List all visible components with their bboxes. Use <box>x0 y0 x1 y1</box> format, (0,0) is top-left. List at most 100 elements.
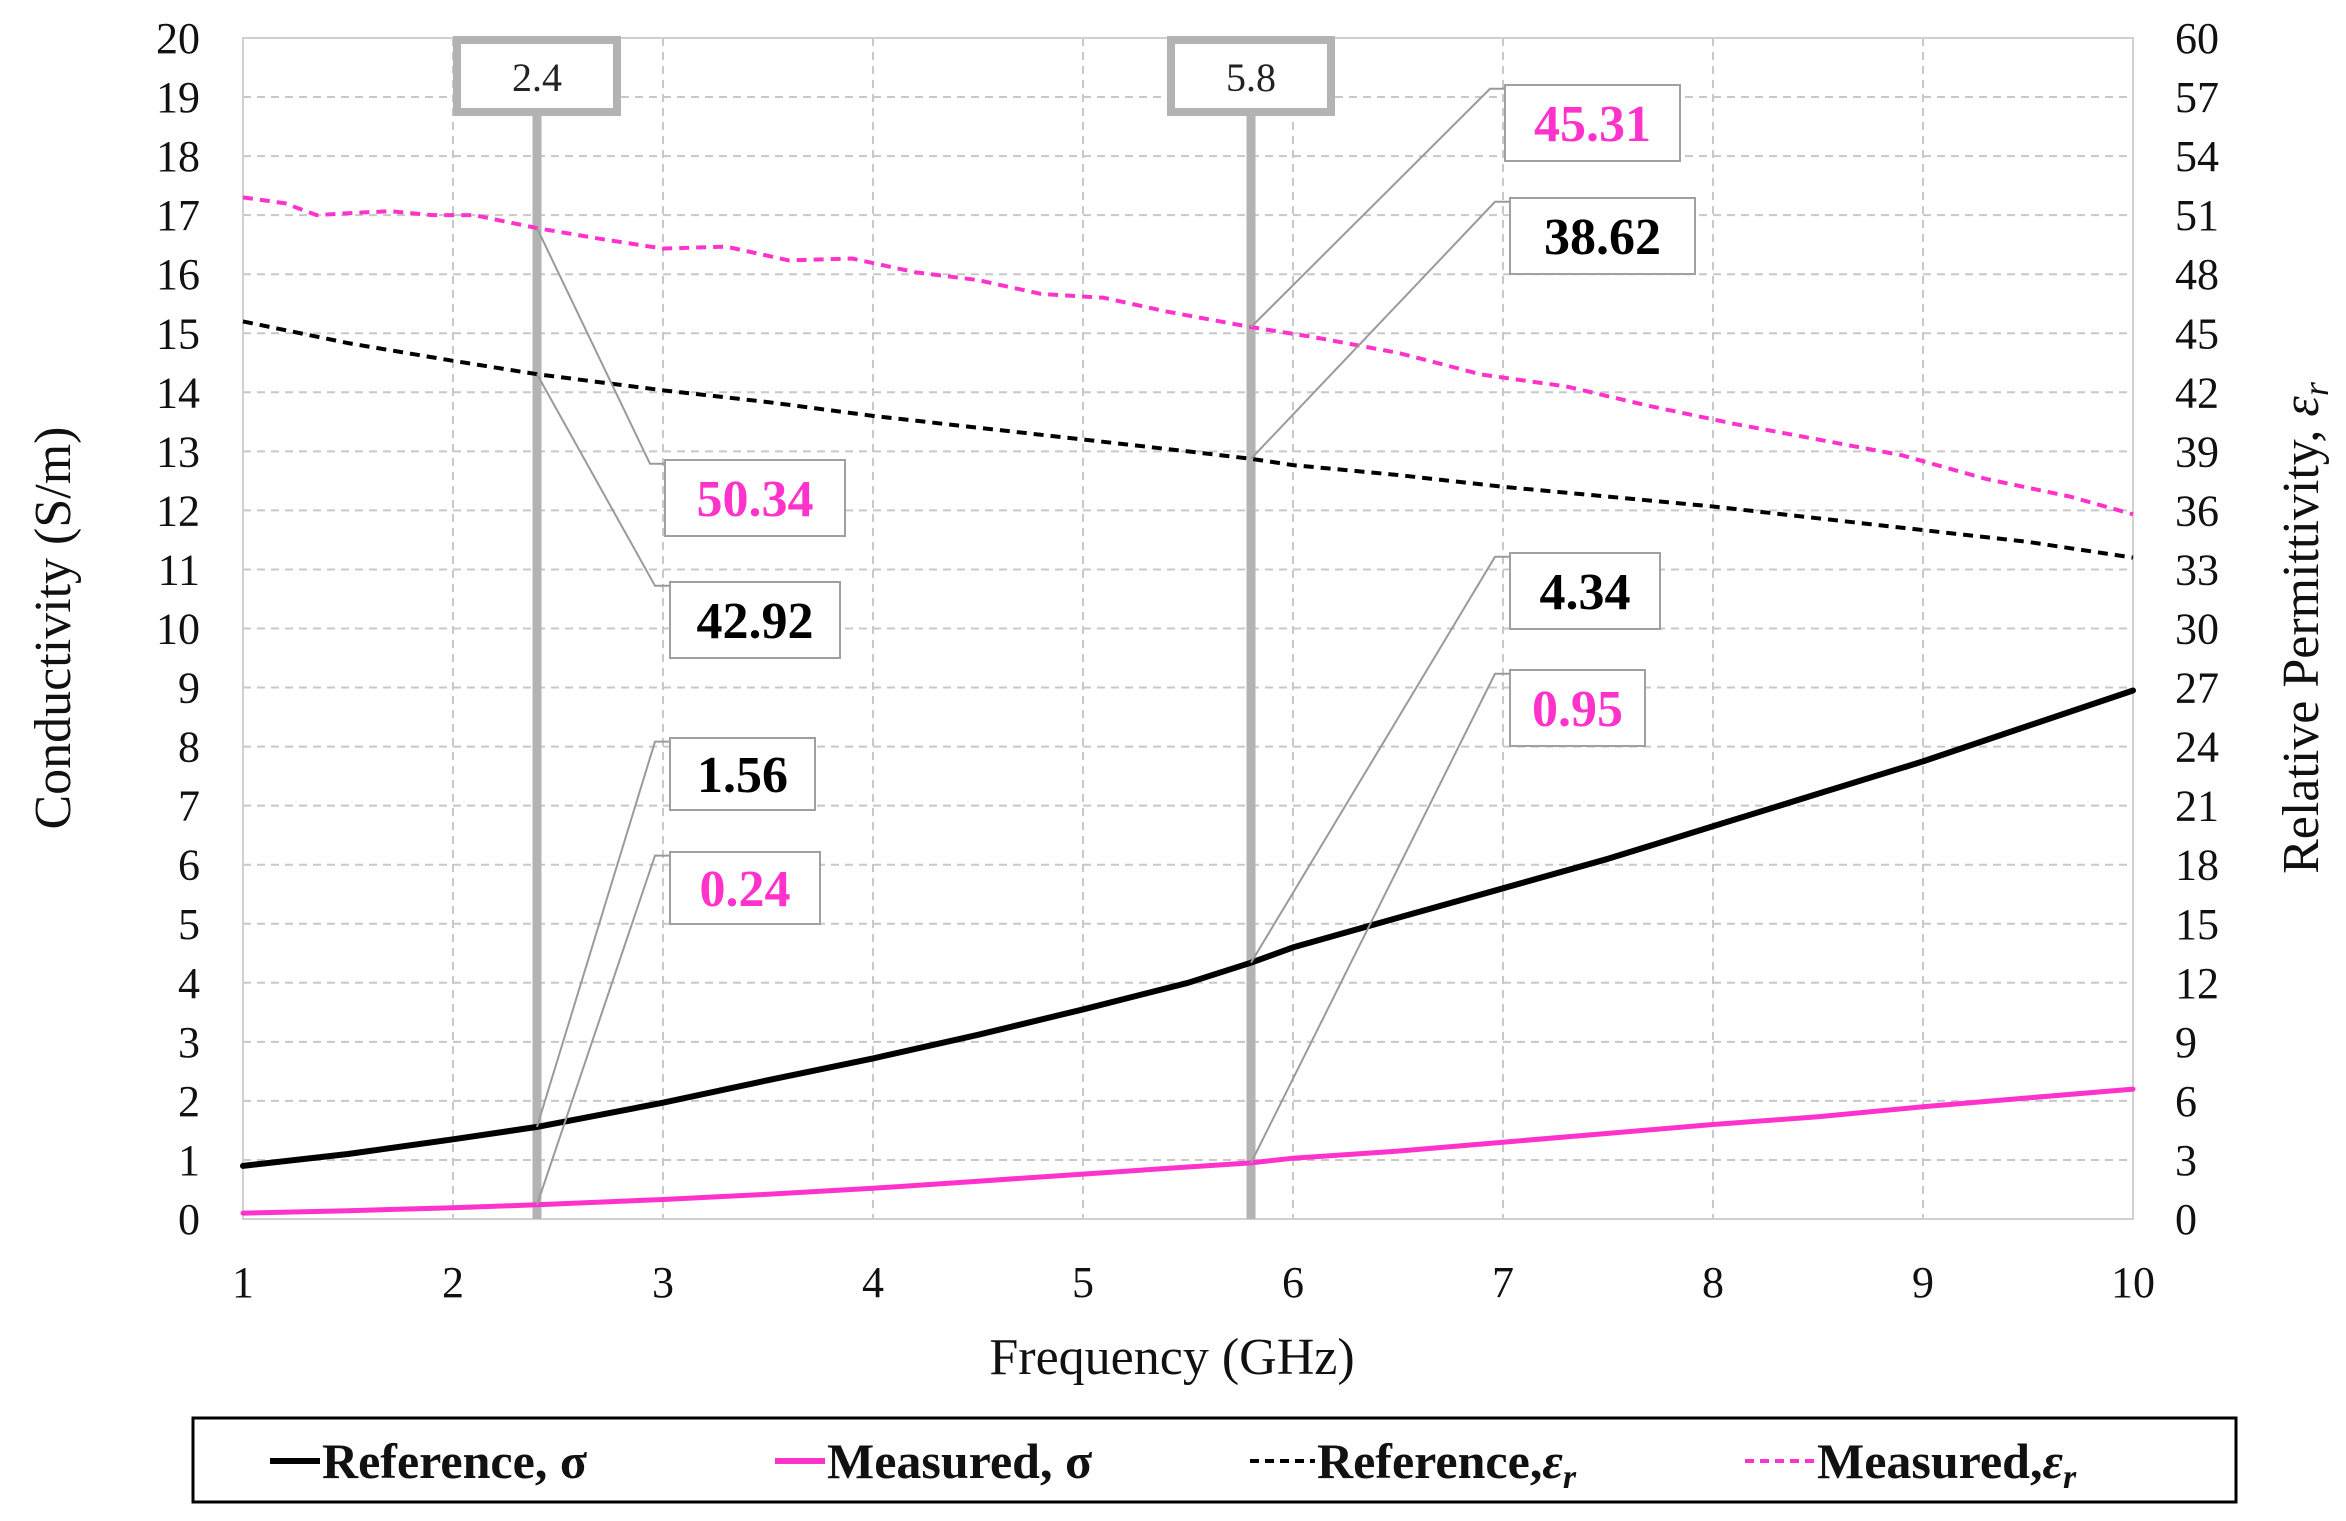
y-right-tick-label: 27 <box>2175 664 2219 713</box>
y-right-tick-label: 0 <box>2175 1195 2197 1244</box>
y-right-tick-label: 54 <box>2175 132 2219 181</box>
y-right-tick-label: 36 <box>2175 486 2219 535</box>
y-right-tick-label: 3 <box>2175 1136 2197 1185</box>
y-left-tick-label: 20 <box>156 14 200 63</box>
series-line-0 <box>240 687 2136 1169</box>
x-tick-label: 6 <box>1282 1258 1304 1307</box>
annotation-box <box>669 851 821 925</box>
x-tick-label: 9 <box>1912 1258 1934 1307</box>
annotation-box <box>669 737 816 811</box>
y-right-tick-label: 57 <box>2175 73 2219 122</box>
y-right-tick-label: 18 <box>2175 841 2219 890</box>
y-left-axis-title: Conductivity (S/m) <box>25 427 82 830</box>
y-right-tick-label: 42 <box>2175 368 2219 417</box>
axes: 0123456789101112131415161718192003691215… <box>156 14 2219 1307</box>
y-right-tick-label: 30 <box>2175 605 2219 654</box>
annotation-leader-line <box>536 854 670 1206</box>
annotation-label: 1.56 <box>697 747 788 804</box>
frequency-marker-label: 2.4 <box>512 55 562 100</box>
y-left-tick-label: 12 <box>156 486 200 535</box>
annotation-leader-line <box>1250 200 1510 460</box>
x-tick-label: 7 <box>1492 1258 1514 1307</box>
y-right-tick-label: 15 <box>2175 900 2219 949</box>
legend-label: Reference, σ <box>322 1433 587 1489</box>
y-left-tick-label: 5 <box>178 900 200 949</box>
annotation-leader-line <box>1250 672 1510 1164</box>
y-right-tick-label: 33 <box>2175 545 2219 594</box>
y-right-axis-title: Relative Permittivity, εr <box>2273 381 2336 874</box>
y-right-axis-title-text: Relative Permittivity, <box>2273 417 2330 874</box>
annotation-label: 38.62 <box>1544 209 1661 266</box>
x-tick-label: 1 <box>232 1258 254 1307</box>
annotation-box <box>1509 197 1696 275</box>
y-right-tick-label: 21 <box>2175 782 2219 831</box>
y-right-tick-label: 60 <box>2175 14 2219 63</box>
y-left-tick-label: 0 <box>178 1195 200 1244</box>
y-left-tick-label: 19 <box>156 73 200 122</box>
frequency-markers: 2.4 5.8 <box>453 36 1335 1219</box>
grid <box>243 38 2133 1219</box>
annotations: 50.34 42.92 1.56 0.24 45.31 38.62 4.34 0.95 <box>664 84 1696 925</box>
y-right-tick-label: 12 <box>2175 959 2219 1008</box>
annotation-leader-line <box>1250 87 1505 328</box>
y-left-tick-label: 17 <box>156 191 200 240</box>
x-tick-label: 3 <box>652 1258 674 1307</box>
annotation-box <box>1509 552 1661 630</box>
x-tick-label: 4 <box>862 1258 884 1307</box>
annotation-box <box>1509 669 1646 747</box>
y-left-tick-label: 11 <box>158 545 200 594</box>
x-axis-title: Frequency (GHz) <box>989 1329 1354 1386</box>
epsilon-subscript: r <box>2296 381 2336 396</box>
y-left-tick-label: 15 <box>156 309 200 358</box>
annotation-leader-line <box>536 373 670 587</box>
y-left-tick-label: 7 <box>178 782 200 831</box>
y-right-tick-label: 39 <box>2175 427 2219 476</box>
series-line-1 <box>240 1086 2136 1216</box>
annotation-label: 4.34 <box>1540 564 1631 621</box>
y-right-tick-label: 51 <box>2175 191 2219 240</box>
annotation-leader-line <box>1250 555 1510 964</box>
annotation-leader-line <box>536 740 670 1128</box>
series-line-3 <box>242 195 2134 517</box>
legend-label: Measured, σ <box>827 1433 1092 1489</box>
y-left-tick-label: 18 <box>156 132 200 181</box>
y-left-tick-label: 14 <box>156 368 200 417</box>
series <box>240 195 2136 1216</box>
y-left-tick-label: 4 <box>178 959 200 1008</box>
x-tick-label: 8 <box>1702 1258 1724 1307</box>
y-left-tick-label: 6 <box>178 841 200 890</box>
y-left-tick-label: 2 <box>178 1077 200 1126</box>
y-right-tick-label: 48 <box>2175 250 2219 299</box>
annotation-label: 0.95 <box>1532 681 1623 738</box>
frequency-marker-box <box>453 36 621 116</box>
annotation-label: 0.24 <box>700 861 791 918</box>
epsilon-symbol: ε <box>2273 396 2330 417</box>
legend-label: Reference,εr <box>1317 1433 1577 1496</box>
frequency-marker-label: 5.8 <box>1226 55 1276 100</box>
y-right-tick-label: 9 <box>2175 1018 2197 1067</box>
annotation-label: 45.31 <box>1534 96 1651 153</box>
annotation-label: 42.92 <box>697 593 814 650</box>
annotation-label: 50.34 <box>697 471 814 528</box>
y-left-tick-label: 1 <box>178 1136 200 1185</box>
y-right-tick-label: 45 <box>2175 309 2219 358</box>
annotation-box <box>669 581 841 659</box>
y-left-tick-label: 16 <box>156 250 200 299</box>
annotation-leaders <box>536 87 1510 1206</box>
y-left-tick-label: 9 <box>178 664 200 713</box>
legend: Reference, σ Measured, σ Reference,εr Measu… <box>191 1416 2238 1504</box>
annotation-leader-line <box>536 227 665 465</box>
y-left-tick-label: 3 <box>178 1018 200 1067</box>
x-tick-label: 10 <box>2111 1258 2155 1307</box>
annotation-box <box>664 459 846 537</box>
x-tick-label: 2 <box>442 1258 464 1307</box>
legend-label: Measured,εr <box>1817 1433 2077 1496</box>
y-left-tick-label: 13 <box>156 427 200 476</box>
y-left-tick-label: 8 <box>178 723 200 772</box>
series-line-2 <box>242 319 2134 560</box>
annotation-box <box>1504 84 1681 162</box>
frequency-marker-box <box>1167 36 1335 116</box>
x-tick-label: 5 <box>1072 1258 1094 1307</box>
y-right-tick-label: 24 <box>2175 723 2219 772</box>
